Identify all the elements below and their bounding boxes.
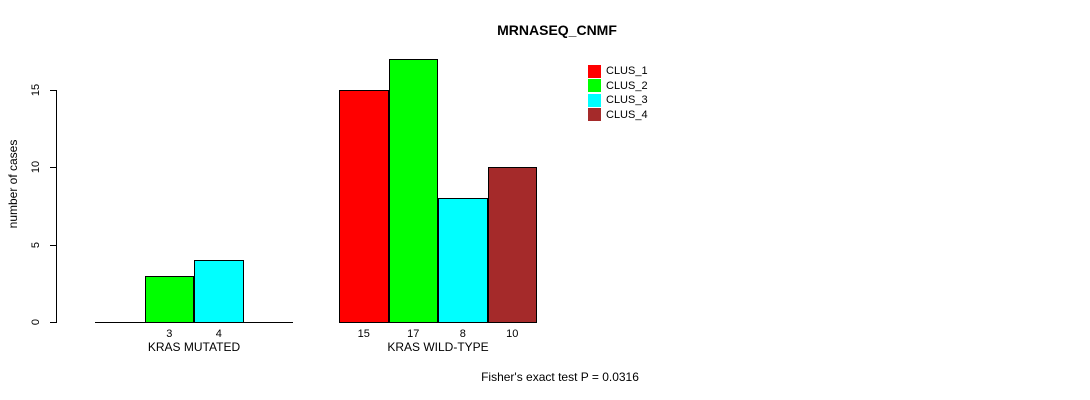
legend-label-clus-3: CLUS_3 bbox=[606, 94, 648, 107]
bar-clus_2 bbox=[388, 59, 438, 323]
y-tick-mark bbox=[50, 167, 57, 169]
legend-label-clus-1: CLUS_1 bbox=[606, 65, 648, 78]
legend-item-clus-1: CLUS_1 bbox=[588, 64, 648, 79]
y-tick-label: 0 bbox=[30, 318, 42, 326]
legend-swatch-clus-2-icon bbox=[588, 79, 601, 93]
bar-value-label: 4 bbox=[215, 328, 222, 340]
legend-swatch-clus-4-icon bbox=[588, 108, 601, 122]
bar-clus_4 bbox=[487, 167, 537, 323]
y-tick-label: 15 bbox=[30, 83, 42, 97]
group-label-kras-wild-type: KRAS WILD-TYPE bbox=[387, 340, 489, 354]
bar-value-label: 10 bbox=[506, 328, 519, 340]
bar-clus_3 bbox=[194, 260, 244, 323]
legend-swatch-clus-1-icon bbox=[588, 64, 601, 78]
bar-value-label: 3 bbox=[166, 328, 173, 340]
y-tick-mark bbox=[50, 322, 57, 323]
legend-item-clus-4: CLUS_4 bbox=[588, 108, 648, 123]
y-tick-label: 10 bbox=[30, 161, 42, 174]
legend-swatch-clus-3-icon bbox=[588, 93, 601, 107]
bar-clus_2 bbox=[144, 275, 194, 323]
y-tick-mark bbox=[50, 89, 57, 91]
y-axis-title: number of cases bbox=[6, 139, 20, 229]
legend-label-clus-4: CLUS_4 bbox=[606, 108, 648, 121]
legend: CLUS_1 CLUS_2 CLUS_3 CLUS_4 bbox=[588, 64, 648, 122]
chart-title: MRNASEQ_CNMF bbox=[497, 22, 617, 38]
group-label-kras-mutated: KRAS MUTATED bbox=[147, 340, 241, 354]
legend-item-clus-2: CLUS_2 bbox=[588, 79, 648, 94]
bar-value-label: 15 bbox=[357, 328, 370, 340]
legend-item-clus-3: CLUS_3 bbox=[588, 93, 648, 108]
bar-clus_3 bbox=[438, 198, 488, 323]
y-tick-label: 5 bbox=[30, 241, 42, 248]
y-axis-line bbox=[56, 90, 57, 323]
bar-clus_1 bbox=[339, 89, 389, 323]
fisher-test-caption: Fisher's exact test P = 0.0316 bbox=[481, 370, 639, 384]
bar-value-label: 8 bbox=[459, 328, 466, 340]
legend-label-clus-2: CLUS_2 bbox=[606, 79, 648, 92]
y-tick-mark bbox=[50, 244, 57, 246]
bar-value-label: 17 bbox=[407, 328, 420, 340]
